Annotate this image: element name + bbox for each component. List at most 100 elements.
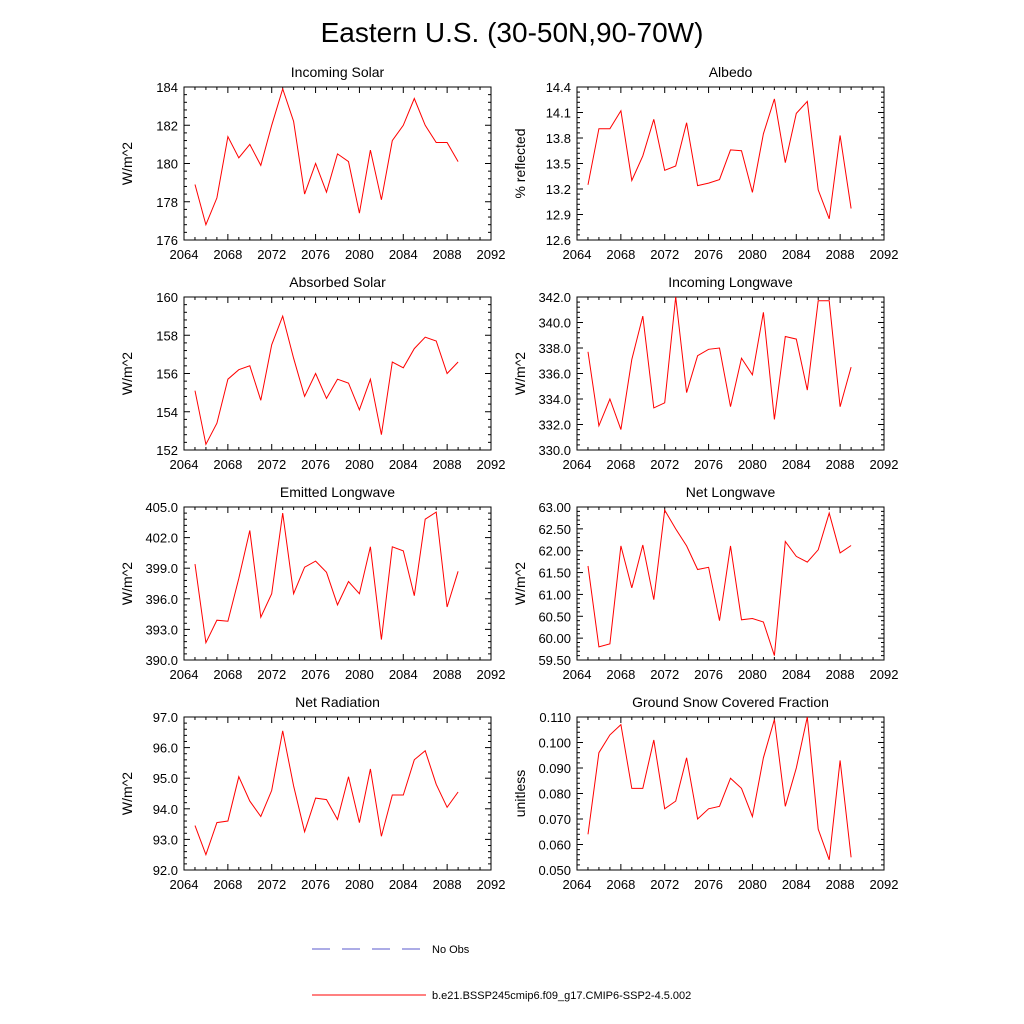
y-axis-label: W/m^2: [119, 142, 135, 185]
chart-panel: Emitted Longwave W/m^2 2064 2068 2072 2076 208…: [119, 484, 505, 682]
x-tick-label: 2092: [870, 247, 899, 262]
x-tick-label: 2076: [694, 247, 723, 262]
x-tick-label: 2072: [650, 877, 679, 892]
x-tick-label: 2064: [563, 247, 592, 262]
y-tick-label: 0.050: [538, 863, 571, 878]
y-tick-label: 92.0: [153, 863, 178, 878]
x-tick-label: 2072: [650, 667, 679, 682]
x-tick-label: 2080: [738, 667, 767, 682]
x-tick-label: 2076: [301, 247, 330, 262]
y-tick-label: 0.060: [538, 838, 571, 853]
panel-title: Albedo: [709, 64, 753, 80]
x-tick-label: 2076: [301, 667, 330, 682]
legend-obs-label: No Obs: [432, 944, 470, 956]
x-tick-label: 2076: [301, 457, 330, 472]
x-tick-label: 2072: [257, 457, 286, 472]
series-line: [587, 716, 852, 860]
chart-panel: Incoming Solar W/m^2 2064 2068 2072 2076 2080 2…: [119, 64, 505, 262]
x-tick-label: 2088: [826, 457, 855, 472]
x-tick-label: 2068: [606, 457, 635, 472]
y-tick-label: 399.0: [145, 561, 178, 576]
x-tick-label: 2080: [738, 247, 767, 262]
chart-panel: Ground Snow Covered Fraction unitless 2064…: [512, 694, 898, 892]
x-tick-label: 2076: [694, 667, 723, 682]
y-tick-label: 97.0: [153, 710, 178, 725]
x-tick-label: 2072: [650, 457, 679, 472]
y-tick-label: 160: [156, 290, 178, 305]
series-line: [194, 730, 459, 857]
panel-title: Absorbed Solar: [289, 274, 386, 290]
x-tick-label: 2084: [782, 877, 811, 892]
x-tick-label: 2068: [213, 457, 242, 472]
y-tick-label: 332.0: [538, 418, 571, 433]
x-tick-label: 2068: [213, 667, 242, 682]
y-axis-label: W/m^2: [119, 772, 135, 815]
y-tick-label: 390.0: [145, 653, 178, 668]
y-tick-label: 0.070: [538, 812, 571, 827]
y-tick-label: 12.9: [546, 208, 571, 223]
y-tick-label: 14.4: [546, 80, 571, 95]
y-tick-label: 0.080: [538, 787, 571, 802]
figure-title: Eastern U.S. (30-50N,90-70W): [321, 17, 704, 48]
y-tick-label: 336.0: [538, 367, 571, 382]
y-tick-label: 0.110: [539, 710, 571, 725]
panel-title: Incoming Longwave: [668, 274, 793, 290]
y-tick-label: 63.00: [538, 500, 571, 515]
x-tick-label: 2084: [782, 247, 811, 262]
x-tick-label: 2092: [477, 667, 506, 682]
y-tick-label: 156: [156, 367, 178, 382]
x-tick-label: 2064: [563, 667, 592, 682]
y-tick-label: 342.0: [538, 290, 571, 305]
x-tick-label: 2092: [870, 667, 899, 682]
y-tick-label: 14.1: [546, 106, 571, 121]
y-tick-label: 95.0: [153, 771, 178, 786]
x-tick-label: 2092: [477, 247, 506, 262]
chart-panel: Absorbed Solar W/m^2 2064 2068 2072 2076 2080 2…: [119, 274, 505, 472]
y-tick-label: 93.0: [153, 832, 178, 847]
y-tick-label: 393.0: [145, 622, 178, 637]
x-tick-label: 2064: [563, 877, 592, 892]
x-tick-label: 2072: [257, 667, 286, 682]
x-tick-label: 2084: [389, 247, 418, 262]
x-tick-label: 2088: [826, 877, 855, 892]
y-tick-label: 62.00: [538, 544, 571, 559]
y-tick-label: 405.0: [145, 500, 178, 515]
series-line: [587, 508, 852, 656]
x-tick-label: 2064: [563, 457, 592, 472]
x-tick-label: 2088: [433, 667, 462, 682]
x-tick-label: 2072: [257, 877, 286, 892]
x-tick-label: 2092: [477, 877, 506, 892]
x-tick-label: 2076: [694, 877, 723, 892]
series-line: [194, 87, 459, 227]
y-tick-label: 60.00: [538, 631, 571, 646]
x-tick-label: 2088: [433, 457, 462, 472]
y-tick-label: 158: [156, 328, 178, 343]
panel-title: Incoming Solar: [291, 64, 385, 80]
y-tick-label: 396.0: [145, 592, 178, 607]
chart-panel: Incoming Longwave W/m^2 2064 2068 2072 2076 20…: [512, 274, 898, 472]
y-tick-label: 180: [156, 157, 178, 172]
y-tick-label: 154: [156, 405, 178, 420]
x-tick-label: 2068: [213, 247, 242, 262]
x-tick-label: 2080: [345, 457, 374, 472]
y-tick-label: 62.50: [538, 522, 571, 537]
y-tick-label: 0.100: [538, 736, 571, 751]
panels: Incoming Solar W/m^2 2064 2068 2072 2076 2080 2…: [119, 64, 898, 892]
x-tick-label: 2084: [389, 877, 418, 892]
x-tick-label: 2068: [606, 667, 635, 682]
x-tick-label: 2084: [389, 457, 418, 472]
y-tick-label: 94.0: [153, 802, 178, 817]
y-tick-label: 334.0: [538, 392, 571, 407]
x-tick-label: 2084: [389, 667, 418, 682]
y-tick-label: 13.8: [546, 131, 571, 146]
legend: No Obs b.e21.BSSP245cmip6.f09_g17.CMIP6-…: [312, 944, 691, 1002]
y-tick-label: 178: [156, 195, 178, 210]
x-tick-label: 2076: [301, 877, 330, 892]
x-tick-label: 2088: [826, 247, 855, 262]
series-line: [194, 511, 459, 645]
series-line: [587, 98, 852, 219]
y-tick-label: 330.0: [538, 443, 571, 458]
y-axis-label: W/m^2: [512, 352, 528, 395]
x-tick-label: 2088: [433, 877, 462, 892]
